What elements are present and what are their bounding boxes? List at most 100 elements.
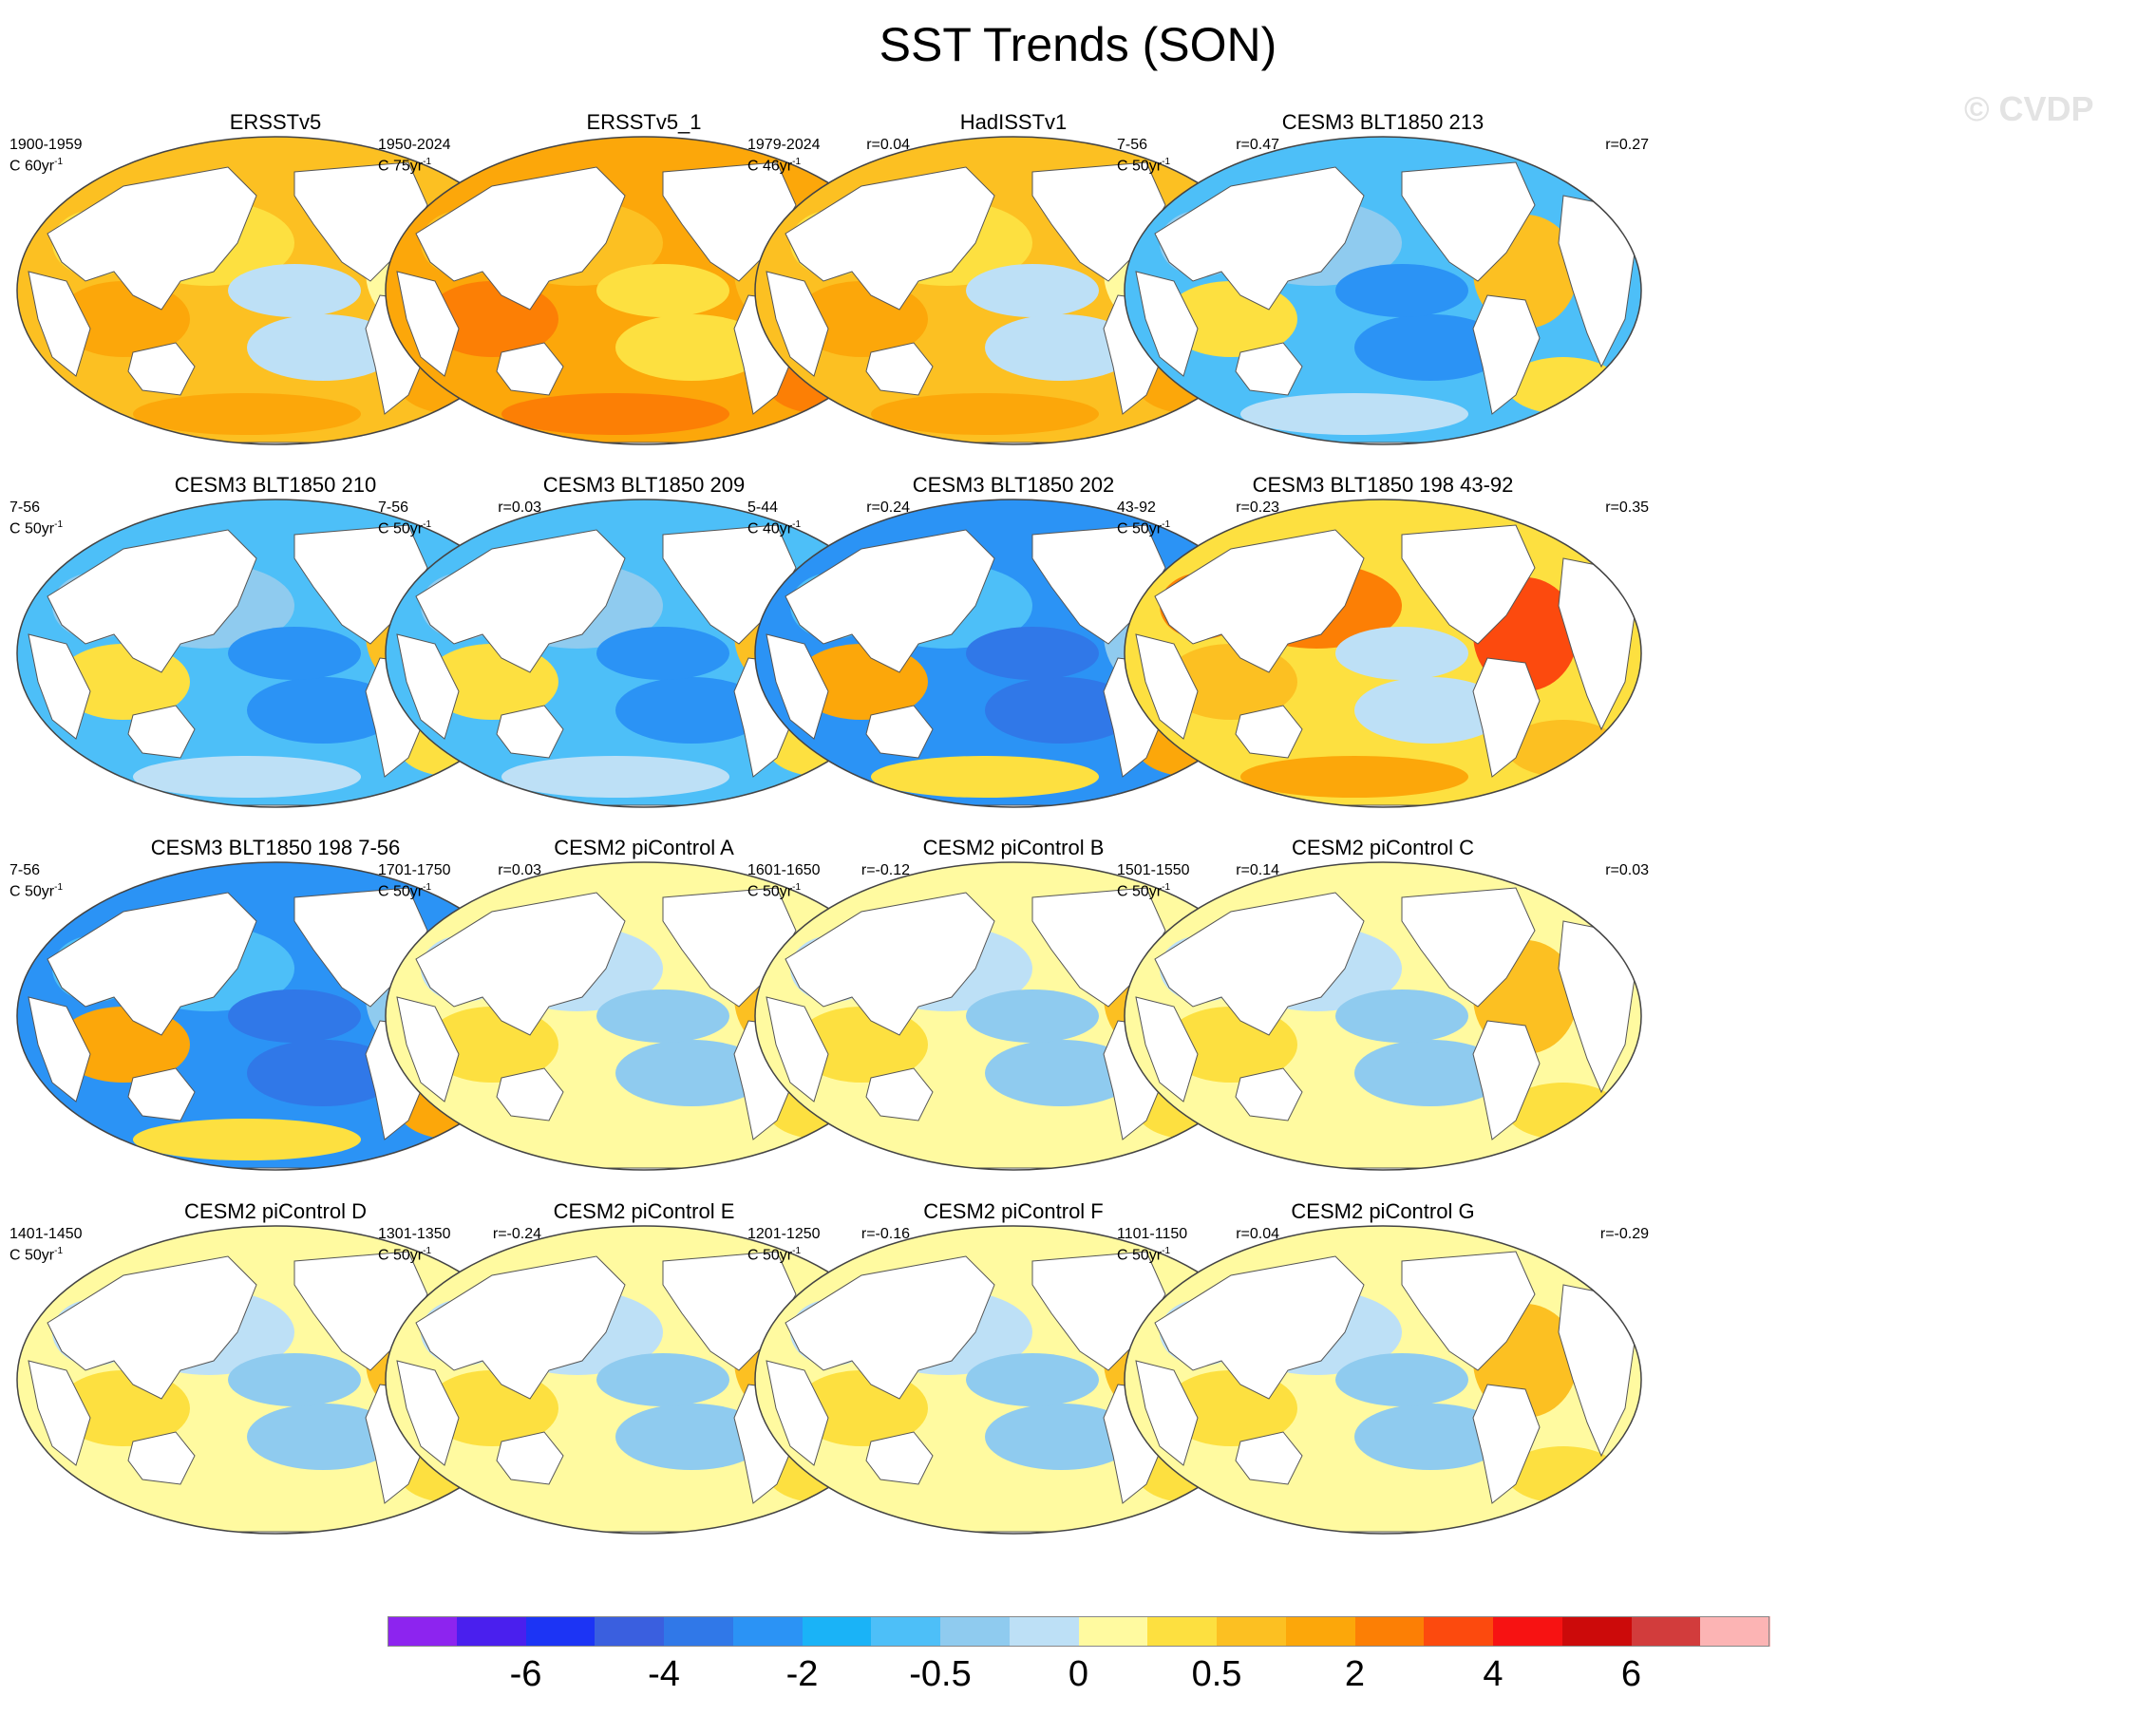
trend-anomaly — [501, 756, 729, 798]
map-panel: CESM2 piControl C 1501-1550 C 50yr-1 r=0.03 — [1117, 836, 1649, 1187]
land-australia — [865, 1431, 934, 1485]
land-australia — [496, 1067, 564, 1121]
panel-correlation: r=0.47 — [1236, 137, 1279, 153]
panel-period: 1601-1650 — [747, 862, 821, 878]
land-africa-west — [28, 996, 91, 1102]
land-north-america — [662, 1251, 797, 1371]
trend-units-exponent: -1 — [423, 519, 432, 530]
panel-period: 1201-1250 — [747, 1226, 821, 1242]
panel-period: 7-56 — [9, 499, 41, 516]
trend-units-text: C 50yr — [1117, 520, 1163, 537]
trend-anomaly — [228, 627, 361, 680]
trend-anomaly — [615, 1040, 767, 1106]
panel-trend-units: C 50yr-1 — [747, 879, 801, 900]
colorbar-swatch — [1078, 1616, 1148, 1647]
panel-correlation: r=0.24 — [866, 499, 910, 516]
trend-anomaly — [1335, 264, 1468, 317]
trend-units-exponent: -1 — [792, 519, 802, 530]
colorbar-swatch — [388, 1616, 458, 1647]
colorbar-swatch — [1493, 1616, 1563, 1647]
panel-correlation: r=0.03 — [498, 862, 541, 878]
colorbar-swatch — [456, 1616, 526, 1647]
land-asia — [1154, 166, 1365, 311]
panel-period: 7-56 — [1117, 137, 1148, 153]
panel-trend-units: C 75yr-1 — [378, 154, 431, 175]
trend-anomaly — [1335, 627, 1468, 680]
land-africa-west — [28, 633, 91, 740]
trend-units-exponent: -1 — [54, 519, 64, 530]
colorbar-swatch — [664, 1616, 734, 1647]
trend-anomaly — [985, 1404, 1137, 1470]
colorbar-swatch — [1009, 1616, 1079, 1647]
trend-units-exponent: -1 — [54, 157, 64, 167]
land-asia — [1154, 892, 1365, 1036]
land-north-america — [1401, 161, 1536, 282]
panel-period: 1101-1150 — [1117, 1226, 1188, 1242]
trend-anomaly — [615, 314, 767, 381]
panel-trend-units: C 50yr-1 — [378, 517, 431, 537]
page-title: SST Trends (SON) — [879, 18, 1277, 71]
trend-anomaly — [133, 393, 361, 435]
trend-units-text: C 50yr — [1117, 158, 1163, 175]
panel-period: 43-92 — [1117, 499, 1156, 516]
trend-units-exponent: -1 — [54, 882, 64, 893]
panel-title: CESM2 piControl B — [922, 836, 1105, 859]
colorbar-swatch — [802, 1616, 872, 1647]
trend-anomaly — [1354, 677, 1506, 744]
panel-trend-units: C 50yr-1 — [378, 1243, 431, 1264]
panel-period: 7-56 — [378, 499, 409, 516]
land-africa-west — [766, 271, 829, 377]
land-south-america — [1472, 294, 1541, 415]
panel-trend-units: C 60yr-1 — [9, 154, 63, 175]
trend-anomaly — [615, 677, 767, 744]
panel-correlation: r=0.23 — [1236, 499, 1279, 516]
panel-trend-units: C 50yr-1 — [378, 879, 431, 900]
panel-period: 1950-2024 — [378, 137, 451, 153]
land-australia — [127, 1067, 196, 1121]
trend-anomaly — [596, 1353, 729, 1406]
trend-anomaly — [985, 1040, 1137, 1106]
trend-anomaly — [1335, 989, 1468, 1043]
colorbar-swatch — [595, 1616, 665, 1647]
trend-anomaly — [871, 1482, 1099, 1524]
panel-period: 1401-1450 — [9, 1226, 83, 1242]
land-africa-west — [1135, 1360, 1199, 1466]
trend-anomaly — [871, 756, 1099, 798]
panel-period: 1979-2024 — [747, 137, 821, 153]
land-australia — [1235, 1067, 1303, 1121]
sst-trend-map — [1124, 1225, 1642, 1535]
land-north-america — [1031, 887, 1166, 1008]
land-asia — [415, 166, 626, 311]
panel-trend-units: C 50yr-1 — [1117, 154, 1170, 175]
trend-units-exponent: -1 — [423, 157, 432, 167]
land-africa-west — [1135, 271, 1199, 377]
land-north-america — [1401, 1251, 1536, 1371]
trend-anomaly — [1240, 1482, 1468, 1524]
colorbar-tick-label: -4 — [648, 1654, 680, 1694]
land-australia — [1235, 1431, 1303, 1485]
trend-anomaly — [1240, 1119, 1468, 1160]
colorbar-swatch — [1217, 1616, 1287, 1647]
land-north-america — [1401, 524, 1536, 645]
trend-units-exponent: -1 — [1162, 157, 1171, 167]
colorbar-tick-label: 0 — [1068, 1654, 1089, 1694]
colorbar-tick-label: -0.5 — [909, 1654, 972, 1694]
trend-anomaly — [871, 1119, 1099, 1160]
land-north-america — [1031, 1251, 1166, 1371]
trend-anomaly — [596, 627, 729, 680]
panel-correlation: r=0.27 — [1605, 137, 1649, 153]
map-outline — [1124, 499, 1642, 808]
panel-correlation: r=0.03 — [1605, 862, 1649, 878]
panel-correlation: r=0.14 — [1236, 862, 1279, 878]
trend-units-text: C 50yr — [9, 520, 55, 537]
land-south-america — [1472, 657, 1541, 778]
colorbar-swatch — [1147, 1616, 1218, 1647]
colorbar-swatch — [1561, 1616, 1632, 1647]
colorbar-swatch — [525, 1616, 596, 1647]
land-australia — [865, 342, 934, 396]
map-outline — [1124, 1225, 1642, 1535]
trend-units-text: C 50yr — [1117, 883, 1163, 900]
trend-anomaly — [1354, 1040, 1506, 1106]
trend-anomaly — [501, 1482, 729, 1524]
trend-units-text: C 50yr — [747, 1247, 793, 1264]
